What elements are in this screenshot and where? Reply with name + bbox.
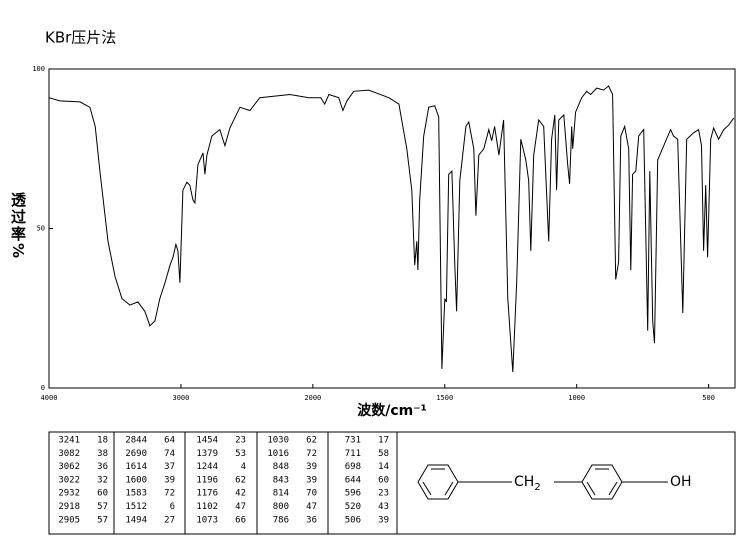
transmittance-cell: 14 xyxy=(378,462,389,472)
wavenumber-cell: 1030 xyxy=(267,436,289,446)
plot-frame xyxy=(48,68,736,389)
transmittance-cell: 27 xyxy=(164,515,175,525)
table-frame xyxy=(48,431,736,535)
chart-title: KBr压片法 xyxy=(45,29,116,47)
transmittance-cell: 43 xyxy=(378,502,389,512)
transmittance-cell: 70 xyxy=(306,489,317,499)
transmittance-cell: 47 xyxy=(235,502,246,512)
wavenumber-cell: 1614 xyxy=(125,462,147,472)
wavenumber-cell: 786 xyxy=(273,515,289,525)
wavenumber-cell: 3241 xyxy=(58,436,80,446)
x-tick-label: 500 xyxy=(702,394,715,402)
x-tick-label: 2000 xyxy=(304,394,321,402)
transmittance-cell: 62 xyxy=(306,436,317,446)
transmittance-cell: 39 xyxy=(164,475,175,485)
wavenumber-cell: 1583 xyxy=(125,489,147,499)
wavenumber-cell: 3062 xyxy=(58,462,80,472)
transmittance-cell: 47 xyxy=(306,502,317,512)
transmittance-cell: 72 xyxy=(306,449,317,459)
wavenumber-cell: 596 xyxy=(345,489,361,499)
wavenumber-cell: 711 xyxy=(345,449,361,459)
wavenumber-cell: 1454 xyxy=(196,436,218,446)
wavenumber-cell: 1196 xyxy=(196,475,218,485)
wavenumber-cell: 2690 xyxy=(125,449,147,459)
wavenumber-cell: 800 xyxy=(273,502,289,512)
wavenumber-cell: 1600 xyxy=(125,475,147,485)
transmittance-cell: 60 xyxy=(378,475,389,485)
structure xyxy=(417,464,668,500)
transmittance-cell: 42 xyxy=(235,489,246,499)
transmittance-cell: 39 xyxy=(306,462,317,472)
transmittance-cell: 37 xyxy=(164,462,175,472)
x-tick-label: 4000 xyxy=(41,394,58,402)
wavenumber-cell: 2918 xyxy=(58,502,80,512)
y-tick-label: 0 xyxy=(41,384,45,392)
subscript: 2 xyxy=(534,482,540,493)
transmittance-cell: 36 xyxy=(97,462,108,472)
spectrum-line xyxy=(48,85,735,373)
bond xyxy=(444,481,454,496)
bond xyxy=(608,481,618,496)
wavenumber-cell: 814 xyxy=(273,489,289,499)
wavenumber-cell: 2932 xyxy=(58,489,80,499)
transmittance-cell: 4 xyxy=(241,462,246,472)
x-tick-label: 1500 xyxy=(436,394,453,402)
y-axis-label: 透过率% xyxy=(9,192,27,261)
transmittance-cell: 6 xyxy=(170,502,175,512)
transmittance-cell: 23 xyxy=(235,436,246,446)
wavenumber-cell: 1494 xyxy=(125,515,147,525)
transmittance-cell: 36 xyxy=(306,515,317,525)
y-tick-label: 50 xyxy=(37,225,45,233)
wavenumber-cell: 1379 xyxy=(196,449,218,459)
transmittance-cell: 57 xyxy=(97,502,108,512)
bond xyxy=(586,481,596,496)
oh-label: OH xyxy=(670,474,692,490)
transmittance-cell: 60 xyxy=(97,489,108,499)
y-tick-label: 100 xyxy=(32,65,45,73)
transmittance-cell: 39 xyxy=(306,475,317,485)
wavenumber-cell: 731 xyxy=(345,436,361,446)
wavenumber-cell: 2844 xyxy=(125,436,147,446)
transmittance-cell: 57 xyxy=(97,515,108,525)
ring xyxy=(417,464,459,500)
transmittance-cell: 32 xyxy=(97,475,108,485)
x-axis-label: 波数/cm⁻¹ xyxy=(357,402,427,419)
wavenumber-cell: 3082 xyxy=(58,449,80,459)
wavenumber-cell: 698 xyxy=(345,462,361,472)
ch2-label: CH2 xyxy=(514,474,541,493)
wavenumber-cell: 1073 xyxy=(196,515,218,525)
transmittance-cell: 66 xyxy=(235,515,246,525)
transmittance-cell: 64 xyxy=(164,436,175,446)
wavenumber-cell: 1176 xyxy=(196,489,218,499)
wavenumber-cell: 2905 xyxy=(58,515,80,525)
wavenumber-cell: 1512 xyxy=(125,502,147,512)
wavenumber-cell: 520 xyxy=(345,502,361,512)
wavenumber-cell: 1102 xyxy=(196,502,218,512)
transmittance-cell: 23 xyxy=(378,489,389,499)
transmittance-cell: 74 xyxy=(164,449,175,459)
wavenumber-cell: 1016 xyxy=(267,449,289,459)
ring xyxy=(581,464,623,500)
wavenumber-cell: 644 xyxy=(345,475,361,485)
transmittance-cell: 17 xyxy=(378,436,389,446)
x-tick-label: 1000 xyxy=(568,394,585,402)
wavenumber-cell: 843 xyxy=(273,475,289,485)
x-tick-label: 3000 xyxy=(172,394,189,402)
ch-text: CH xyxy=(514,474,534,490)
transmittance-cell: 58 xyxy=(378,449,389,459)
transmittance-cell: 72 xyxy=(164,489,175,499)
wavenumber-cell: 506 xyxy=(345,515,361,525)
transmittance-cell: 39 xyxy=(378,515,389,525)
transmittance-cell: 18 xyxy=(97,436,108,446)
bond xyxy=(422,481,432,496)
transmittance-cell: 53 xyxy=(235,449,246,459)
wavenumber-cell: 1244 xyxy=(196,462,218,472)
wavenumber-cell: 3022 xyxy=(58,475,80,485)
wavenumber-cell: 848 xyxy=(273,462,289,472)
transmittance-cell: 38 xyxy=(97,449,108,459)
transmittance-cell: 62 xyxy=(235,475,246,485)
